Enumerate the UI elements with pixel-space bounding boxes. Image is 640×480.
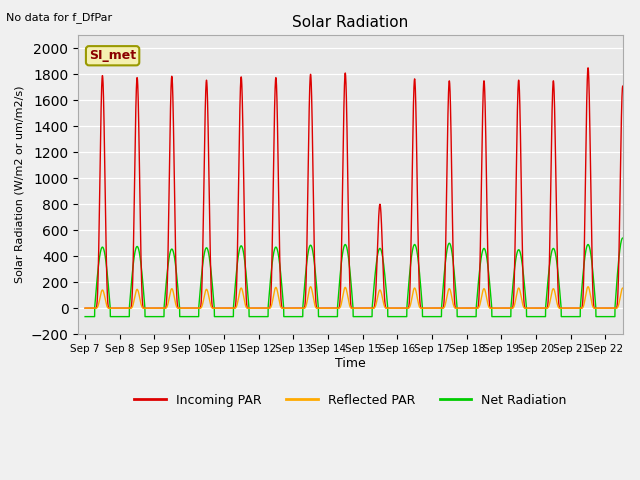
Title: Solar Radiation: Solar Radiation — [292, 15, 408, 30]
Text: SI_met: SI_met — [89, 49, 136, 62]
Text: No data for f_DfPar: No data for f_DfPar — [6, 12, 113, 23]
X-axis label: Time: Time — [335, 357, 366, 370]
Y-axis label: Solar Radiation (W/m2 or um/m2/s): Solar Radiation (W/m2 or um/m2/s) — [15, 86, 25, 284]
Legend: Incoming PAR, Reflected PAR, Net Radiation: Incoming PAR, Reflected PAR, Net Radiati… — [129, 389, 572, 411]
